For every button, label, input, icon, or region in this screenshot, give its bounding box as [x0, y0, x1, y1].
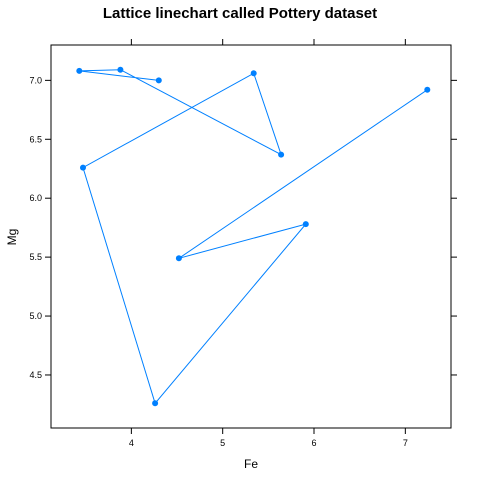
x-tick-label: 4	[129, 438, 134, 448]
data-point	[155, 77, 162, 84]
data-point	[117, 66, 124, 73]
data-point	[302, 221, 309, 228]
x-tick-label: 7	[403, 438, 408, 448]
data-point	[424, 86, 431, 93]
data-point	[175, 255, 182, 262]
x-tick-label: 5	[220, 438, 225, 448]
chart-title: Lattice linechart called Pottery dataset	[103, 5, 377, 22]
y-tick-label: 5.0	[29, 311, 42, 321]
data-point	[278, 151, 285, 158]
y-tick-label: 6.0	[29, 193, 42, 203]
data-point	[76, 67, 83, 74]
y-tick-label: 7.0	[29, 75, 42, 85]
y-tick-label: 6.5	[29, 134, 42, 144]
x-axis-label: Fe	[244, 457, 258, 471]
y-tick-label: 5.5	[29, 252, 42, 262]
y-axis-label: Mg	[5, 229, 19, 246]
y-tick-label: 4.5	[29, 370, 42, 380]
series-line	[79, 69, 428, 405]
x-tick-label: 6	[312, 438, 317, 448]
data-point	[80, 164, 86, 171]
axis-ticks	[45, 39, 457, 434]
axis-tick-labels: 4 5 6 7 4.5 5.0 5.5 6.0 6.5 7.0	[29, 75, 407, 448]
data-series	[76, 66, 431, 407]
data-point	[152, 400, 159, 407]
data-point	[250, 70, 257, 77]
plot-frame	[50, 44, 452, 429]
